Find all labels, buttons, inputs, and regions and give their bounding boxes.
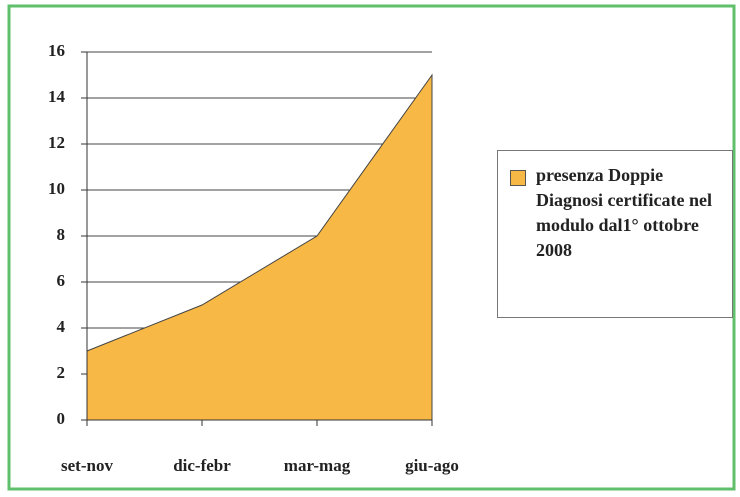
legend: presenza Doppie Diagnosi certificate nel…	[497, 150, 733, 318]
legend-swatch	[510, 170, 526, 186]
x-tick-label: mar-mag	[284, 456, 351, 475]
y-tick-label: 12	[48, 133, 65, 152]
y-tick-label: 4	[57, 317, 66, 336]
legend-label: presenza Doppie Diagnosi certificate nel…	[536, 165, 712, 260]
y-tick-label: 0	[57, 409, 66, 428]
x-tick-label: giu-ago	[405, 456, 459, 475]
y-tick-label: 10	[48, 179, 65, 198]
y-tick-label: 8	[57, 225, 66, 244]
x-tick-label: set-nov	[61, 456, 113, 475]
y-tick-label: 14	[48, 87, 66, 106]
y-tick-label: 16	[48, 41, 65, 60]
x-tick-label: dic-febr	[173, 456, 231, 475]
y-tick-label: 6	[57, 271, 66, 290]
y-tick-label: 2	[57, 363, 66, 382]
